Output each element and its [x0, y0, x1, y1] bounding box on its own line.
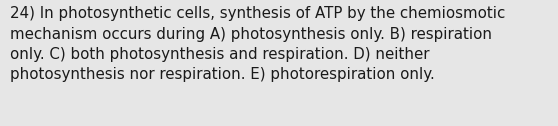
Text: 24) In photosynthetic cells, synthesis of ATP by the chemiosmotic
mechanism occu: 24) In photosynthetic cells, synthesis o…	[10, 6, 506, 83]
